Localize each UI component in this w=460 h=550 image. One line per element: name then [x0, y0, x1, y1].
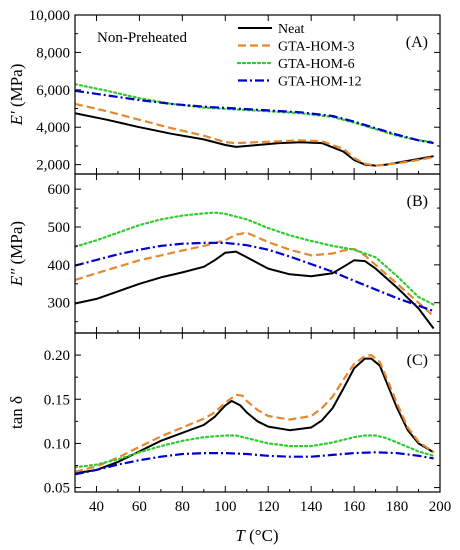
x-tick-label: 100 — [214, 499, 237, 515]
series-line-gta-hom-12 — [75, 451, 434, 476]
panel-c-tan-delta: 0.05 0.10 0.15 0.20 40 60 80 100 120 140 160 180 200… — [7, 332, 452, 515]
y-axis-label-unit: (MPa) — [7, 221, 26, 269]
y-tick-label: 8,000 — [36, 45, 70, 61]
x-tick-label: 180 — [386, 499, 409, 515]
panel-label: (A) — [406, 34, 428, 51]
panel-label: (C) — [407, 352, 428, 369]
x-axis-label-unit: (°C) — [245, 526, 279, 545]
panel-a-storage-modulus: 2,000 4,000 6,000 8,000 10,000 (A) E′ (MPa) — [7, 8, 441, 175]
y-axis-label-symbol: tan δ — [7, 396, 26, 429]
y-tick-label: 0.15 — [44, 392, 70, 408]
y-tick-label: 500 — [48, 220, 71, 236]
plot-frame — [74, 332, 441, 493]
legend-label-gta-hom-12: GTA-HOM-12 — [278, 75, 362, 90]
series-group — [75, 211, 435, 330]
series-group — [75, 83, 435, 167]
series-line-gta-hom-3 — [75, 354, 435, 473]
y-axis-label: E″ (MPa) — [7, 221, 26, 287]
x-axis-label-symbol: T — [235, 526, 246, 545]
y-axis-label-unit: (MPa) — [7, 64, 26, 112]
legend-label-gta-hom-6: GTA-HOM-6 — [278, 57, 355, 72]
panel-a-annotation: Non-Preheated — [97, 30, 187, 46]
y-tick-label: 6,000 — [36, 83, 70, 99]
y-tick-label: 10,000 — [29, 8, 70, 24]
series-group — [75, 354, 435, 476]
y-tick-label: 2,000 — [36, 158, 70, 174]
legend-label-gta-hom-3: GTA-HOM-3 — [278, 40, 355, 55]
series-line-gta-hom-12 — [75, 89, 434, 145]
panel-label: (B) — [407, 193, 428, 210]
y-tick-label: 400 — [48, 258, 71, 274]
series-line-neat — [75, 357, 435, 475]
y-tick-label: 0.05 — [44, 481, 70, 497]
y-tick-label: 600 — [48, 182, 71, 198]
y-axis-label: tan δ — [7, 396, 26, 429]
panel-b-loss-modulus: 300 400 500 600 (B) E″ (MPa) — [7, 173, 441, 334]
x-tick-label: 140 — [300, 499, 323, 515]
legend-label-neat: Neat — [278, 22, 305, 37]
x-tick-label: 120 — [257, 499, 280, 515]
x-axis-label: T (°C) — [235, 526, 278, 545]
series-line-gta-hom-6 — [75, 434, 435, 469]
y-tick-label: 4,000 — [36, 120, 70, 136]
y-tick-label: 0.10 — [44, 436, 70, 452]
series-line-neat — [75, 250, 435, 330]
y-axis-label-symbol: E′ — [7, 111, 26, 126]
series-line-gta-hom-12 — [75, 241, 434, 313]
x-tick-label: 80 — [175, 499, 190, 515]
series-line-gta-hom-3 — [75, 102, 434, 167]
y-axis-label-symbol: E″ — [7, 268, 26, 287]
series-line-gta-hom-6 — [75, 211, 435, 306]
x-tick-label: 60 — [132, 499, 147, 515]
x-tick-label: 40 — [89, 499, 104, 515]
x-tick-label: 200 — [429, 499, 452, 515]
series-line-gta-hom-3 — [75, 231, 435, 317]
y-axis-label: E′ (MPa) — [7, 64, 26, 127]
legend: Neat GTA-HOM-3 GTA-HOM-6 GTA-HOM-12 — [236, 22, 362, 90]
y-tick-label: 0.20 — [44, 348, 70, 364]
y-tick-label: 300 — [48, 296, 71, 312]
x-tick-label: 160 — [343, 499, 366, 515]
